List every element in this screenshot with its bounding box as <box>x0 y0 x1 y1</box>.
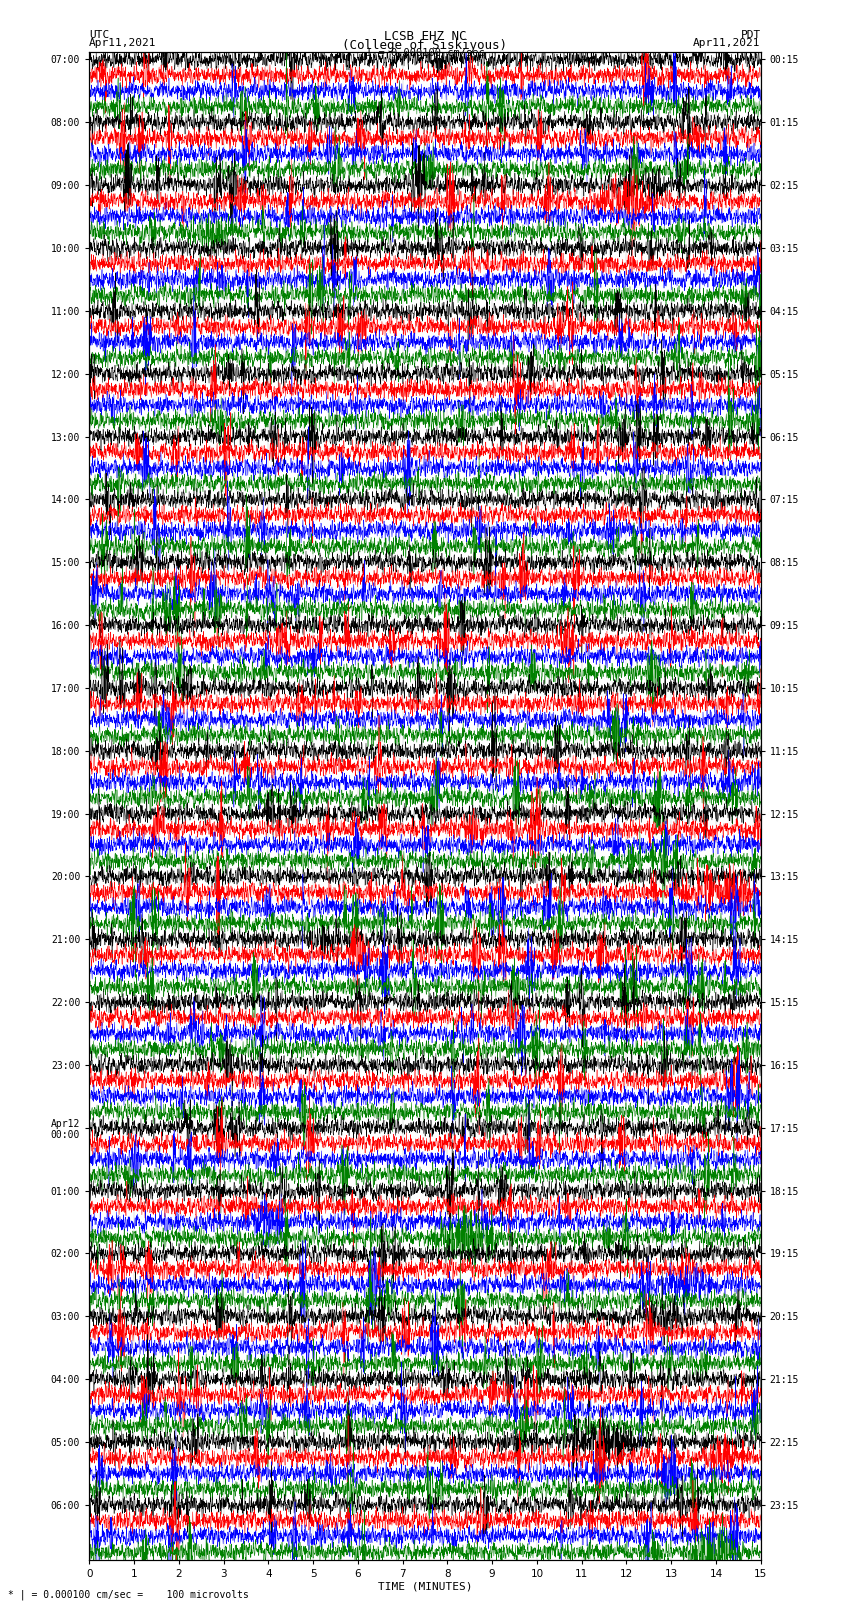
Text: Apr11,2021: Apr11,2021 <box>694 39 761 48</box>
Text: I = 0.000100 cm/sec: I = 0.000100 cm/sec <box>366 47 484 58</box>
Text: PDT: PDT <box>740 31 761 40</box>
Text: * | = 0.000100 cm/sec =    100 microvolts: * | = 0.000100 cm/sec = 100 microvolts <box>8 1589 249 1600</box>
X-axis label: TIME (MINUTES): TIME (MINUTES) <box>377 1582 473 1592</box>
Text: UTC: UTC <box>89 31 110 40</box>
Text: LCSB EHZ NC: LCSB EHZ NC <box>383 31 467 44</box>
Text: Apr11,2021: Apr11,2021 <box>89 39 156 48</box>
Text: (College of Siskiyous): (College of Siskiyous) <box>343 39 507 52</box>
